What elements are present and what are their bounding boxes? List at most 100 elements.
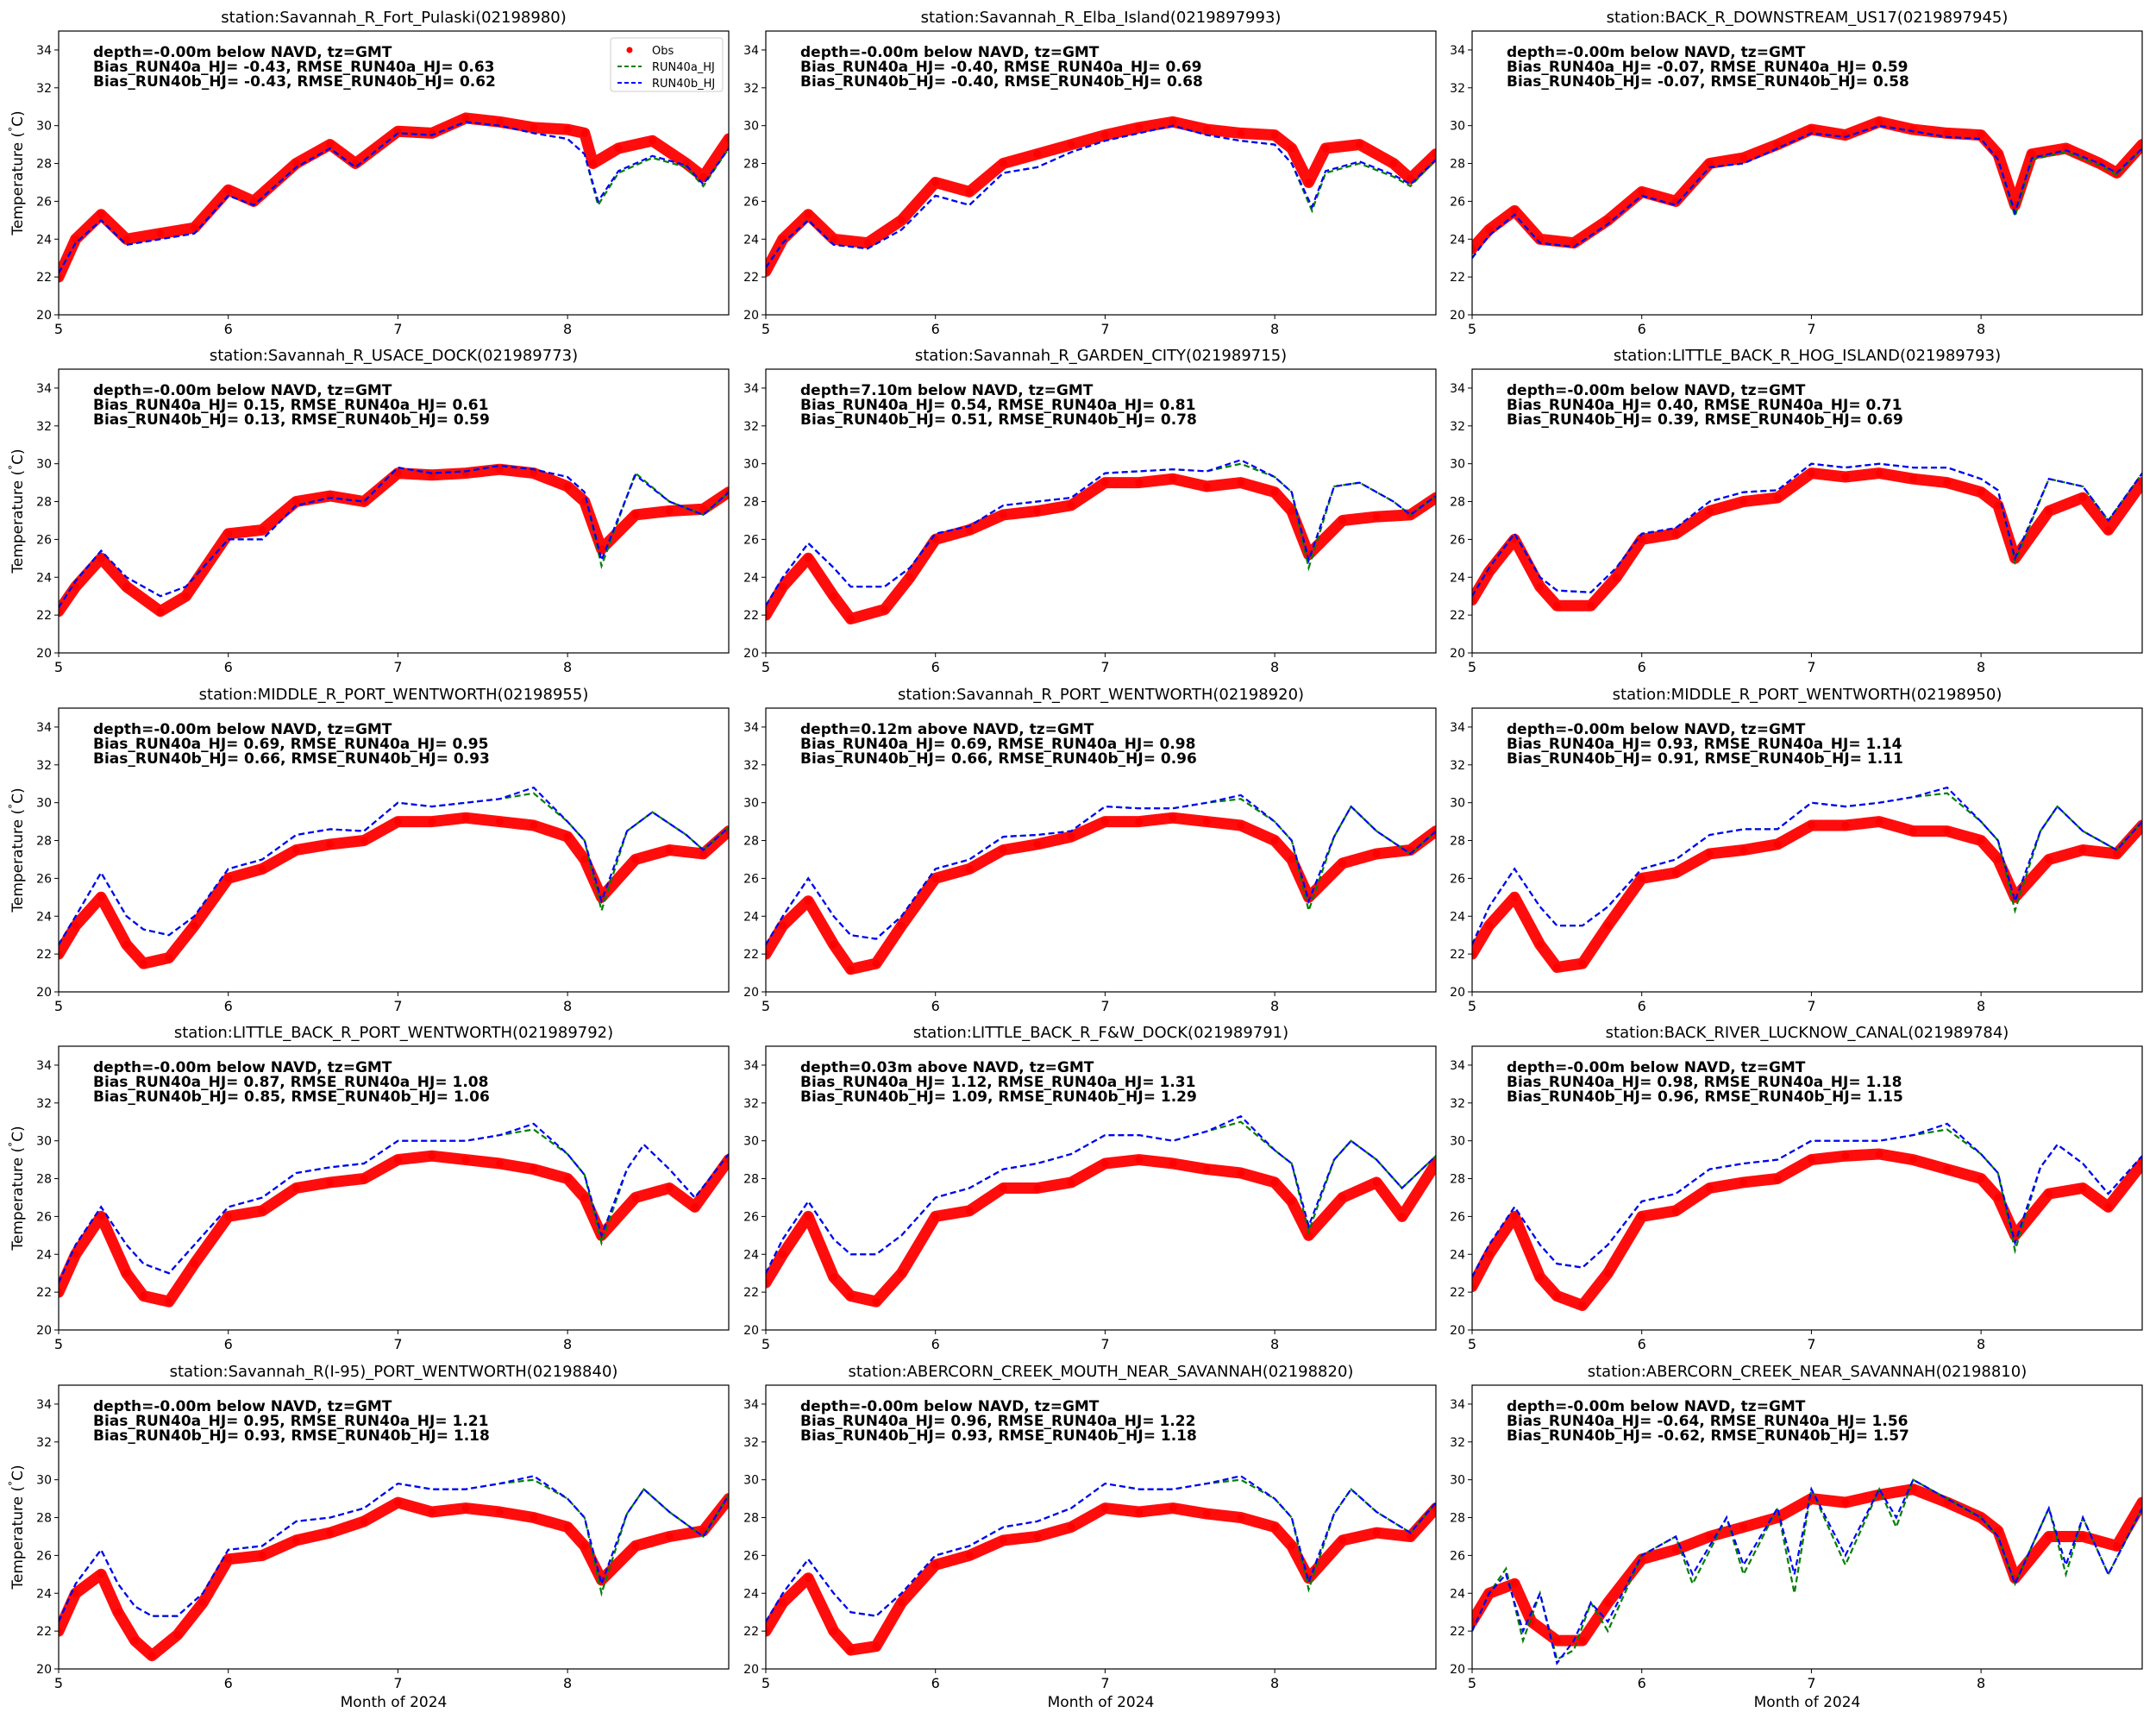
y-tick-label: 32 — [1450, 82, 1465, 96]
obs-point-18 — [580, 856, 589, 863]
y-tick-label: 34 — [743, 1398, 759, 1412]
depth-text: depth=-0.00m below NAVD, tz=GMT — [800, 44, 1100, 61]
panel-data — [1472, 1122, 2142, 1311]
panel-title: station:ABERCORN_CREEK_MOUTH_NEAR_SAVANN… — [849, 1363, 1354, 1381]
obs-point-9 — [1705, 850, 1714, 858]
stat-run40b-text: Bias_RUN40b_HJ= 0.93, RMSE_RUN40b_HJ= 1.… — [93, 1427, 490, 1445]
obs-point-12 — [393, 1156, 402, 1164]
obs-point-10 — [1739, 846, 1748, 854]
obs-point-17 — [1977, 1175, 1985, 1182]
x-tick-label: 8 — [563, 998, 572, 1014]
y-tick-label: 24 — [743, 233, 759, 247]
stat-run40b-text: Bias_RUN40b_HJ= 1.09, RMSE_RUN40b_HJ= 1.… — [800, 1088, 1197, 1106]
obs-point-13 — [1875, 117, 1883, 126]
y-tick-label: 24 — [743, 571, 759, 585]
series-run40b — [766, 794, 1436, 945]
obs-point-5 — [1578, 959, 1587, 968]
obs-point-4 — [131, 1636, 139, 1645]
obs-point-18 — [1288, 1541, 1296, 1550]
obs-point-14 — [461, 813, 470, 822]
y-tick-label: 34 — [1450, 1398, 1465, 1412]
plot-frame — [765, 368, 1437, 654]
depth-text: depth=-0.00m below NAVD, tz=GMT — [1507, 721, 1806, 738]
x-tick-label: 7 — [1807, 321, 1815, 337]
y-tick-label: 20 — [1450, 647, 1465, 661]
y-tick-label: 26 — [1450, 195, 1465, 209]
obs-point-15 — [1202, 1509, 1211, 1518]
obs-point-8 — [1671, 530, 1680, 538]
panel-data — [1472, 462, 2142, 612]
panel-11: station:LITTLE_BACK_R_F&W_DOCK(021989791… — [743, 1024, 1437, 1352]
y-tick-label: 30 — [1450, 797, 1465, 811]
x-tick-label: 5 — [54, 659, 63, 675]
stat-run40b-text: Bias_RUN40b_HJ= 0.85, RMSE_RUN40b_HJ= 1.… — [93, 1088, 490, 1106]
obs-band — [766, 812, 1436, 975]
obs-point-23 — [2138, 1498, 2142, 1507]
obs-point-20 — [665, 507, 674, 515]
plot-frame — [765, 1045, 1437, 1331]
y-tick-label: 32 — [36, 1097, 52, 1111]
obs-point-4 — [1552, 1636, 1561, 1645]
obs-point-15 — [1202, 818, 1211, 826]
x-tick-label: 7 — [393, 659, 402, 675]
obs-point-13 — [1841, 473, 1850, 481]
obs-point-0 — [766, 267, 770, 276]
obs-point-16 — [1237, 1169, 1245, 1177]
y-tick-label: 32 — [743, 1436, 759, 1450]
obs-point-1 — [72, 921, 80, 930]
series-run40b — [59, 1122, 729, 1283]
y-axis-label: Temperature (°C) — [7, 1126, 27, 1251]
obs-point-6 — [897, 1598, 906, 1607]
panel-title: station:Savannah_R_Elba_Island(021989799… — [921, 9, 1282, 27]
series-run40b — [59, 121, 729, 274]
obs-point-17 — [1270, 1178, 1279, 1187]
obs-point-5 — [1578, 1302, 1587, 1309]
panel-title: station:Savannah_R_PORT_WENTWORTH(021989… — [898, 686, 1304, 704]
obs-point-2 — [804, 897, 812, 906]
x-tick-label: 7 — [1100, 998, 1109, 1014]
depth-text: depth=-0.00m below NAVD, tz=GMT — [93, 721, 392, 738]
obs-point-14 — [1169, 1504, 1177, 1513]
y-tick-label: 24 — [1450, 233, 1465, 247]
stat-run40b-text: Bias_RUN40b_HJ= 0.51, RMSE_RUN40b_HJ= 0.… — [800, 411, 1197, 429]
y-axis-label: Temperature (°C) — [7, 787, 27, 913]
y-tick-label: 20 — [36, 647, 52, 661]
plot-frame — [765, 1384, 1437, 1670]
obs-point-19 — [614, 144, 623, 153]
plot-frame — [765, 30, 1437, 316]
obs-point-11 — [1773, 840, 1782, 849]
obs-point-6 — [897, 921, 906, 930]
obs-point-18 — [1994, 1527, 2002, 1535]
panel-3: station:BACK_R_DOWNSTREAM_US17(021989794… — [1450, 9, 2143, 337]
obs-point-11 — [1067, 1523, 1075, 1531]
obs-point-10 — [326, 840, 335, 849]
obs-point-3 — [830, 592, 838, 600]
stat-run40b-text: Bias_RUN40b_HJ= -0.07, RMSE_RUN40b_HJ= 0… — [1507, 73, 1909, 91]
obs-point-21 — [2078, 493, 2087, 502]
y-tick-label: 24 — [36, 910, 52, 924]
y-tick-label: 32 — [36, 759, 52, 773]
obs-point-22 — [2104, 1202, 2113, 1211]
y-tick-label: 32 — [36, 420, 52, 434]
y-tick-label: 24 — [1450, 1248, 1465, 1262]
obs-point-6 — [224, 185, 233, 194]
obs-point-3 — [1536, 1273, 1545, 1282]
obs-point-21 — [1372, 850, 1381, 858]
panel-2: station:Savannah_R_Elba_Island(021989799… — [743, 9, 1437, 337]
obs-point-6 — [931, 179, 940, 186]
obs-point-18 — [1288, 1197, 1296, 1206]
obs-point-6 — [190, 921, 198, 930]
obs-point-9 — [1705, 1533, 1714, 1540]
x-tick-label: 5 — [1468, 998, 1476, 1014]
obs-point-12 — [1100, 1504, 1109, 1513]
obs-point-17 — [1270, 1523, 1279, 1531]
obs-point-3 — [830, 235, 838, 243]
obs-point-16 — [1943, 1165, 1952, 1174]
series-run40b — [1472, 124, 2142, 259]
y-tick-label: 22 — [36, 609, 52, 623]
obs-point-14 — [1875, 469, 1883, 478]
obs-point-7 — [1638, 874, 1646, 882]
obs-point-18 — [1994, 856, 2002, 863]
obs-point-23 — [1432, 150, 1436, 159]
obs-point-2 — [97, 1212, 105, 1220]
